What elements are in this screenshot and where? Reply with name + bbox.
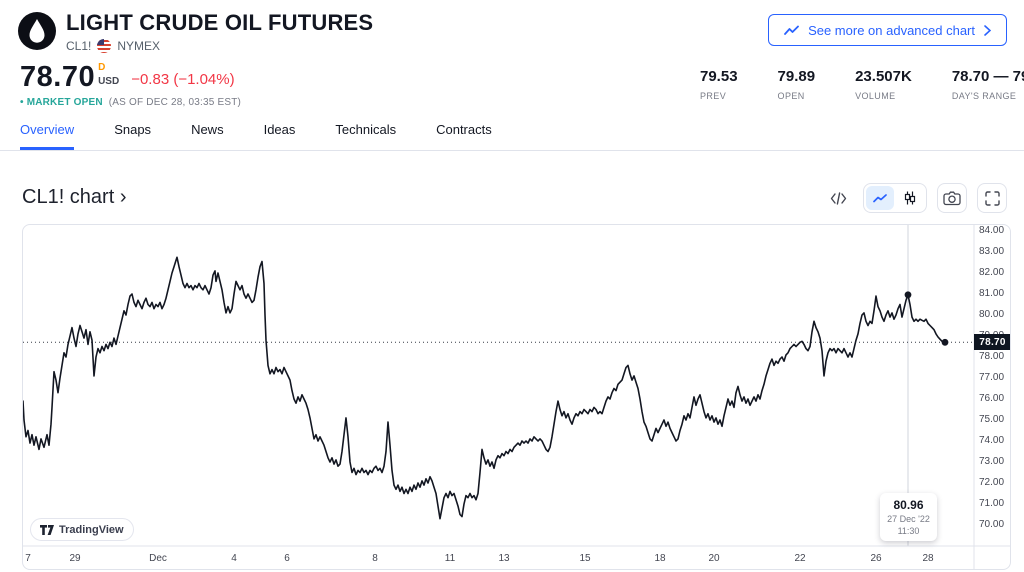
market-status: MARKET OPEN [26, 97, 103, 108]
watermark-label: TradingView [59, 523, 124, 536]
camera-icon [943, 191, 961, 206]
price-axis-label: 83.00 [979, 246, 1005, 257]
line-chart-icon [784, 25, 799, 36]
currency-label: USD [98, 76, 120, 87]
chart-toolbar [830, 183, 1007, 213]
stat-days-range: 78.70 — 79.92 DAY'S RANGE [952, 68, 1024, 101]
stats-row: 79.53 PREV 79.89 OPEN 23.507K VOLUME 78.… [700, 68, 1024, 101]
price-axis-label: 78.00 [979, 351, 1005, 362]
stat-label: PREV [700, 91, 727, 101]
chart-canvas[interactable] [23, 225, 1010, 569]
fullscreen-button[interactable] [977, 183, 1007, 213]
oil-drop-logo [18, 12, 56, 50]
tab-technicals[interactable]: Technicals [335, 122, 397, 137]
price-axis-label: 70.00 [979, 519, 1005, 530]
status-asof: (AS OF DEC 28, 03:35 EST) [108, 97, 242, 108]
price-axis-label: 71.00 [979, 498, 1005, 509]
stat-prev: 79.53 PREV [700, 68, 738, 101]
interval-badge[interactable]: D [98, 62, 106, 73]
quote-block: 78.70 D USD −0.83 (−1.04%) [20, 62, 235, 92]
time-axis-label: 7 [25, 553, 31, 564]
candlestick-icon [904, 191, 916, 205]
price-axis-label: 77.00 [979, 372, 1005, 383]
chart-type-switcher [863, 183, 927, 213]
time-axis-label: 18 [654, 553, 666, 564]
crosshair-point-dot [904, 291, 912, 299]
price-axis-label: 73.00 [979, 456, 1005, 467]
line-chart-toggle[interactable] [866, 186, 894, 210]
advanced-chart-button[interactable]: See more on advanced chart [768, 14, 1007, 46]
time-axis-label: 13 [498, 553, 510, 564]
advanced-chart-button-label: See more on advanced chart [808, 22, 975, 38]
candlestick-toggle[interactable] [896, 186, 924, 210]
tab-bar: Overview Snaps News Ideas Technicals Con… [0, 122, 1024, 151]
tab-overview[interactable]: Overview [20, 122, 75, 150]
stat-label: DAY'S RANGE [951, 91, 1017, 101]
time-axis-label: 28 [922, 553, 934, 564]
tooltip-date: 27 Dec '22 [887, 514, 930, 524]
line-chart-icon [873, 193, 887, 204]
fullscreen-icon [984, 190, 1000, 206]
time-axis-label: 22 [794, 553, 806, 564]
stat-label: OPEN [777, 91, 805, 101]
tab-news[interactable]: News [191, 122, 224, 137]
tab-ideas[interactable]: Ideas [263, 122, 296, 137]
time-axis-label: 26 [870, 553, 882, 564]
stat-value: 23.507K [855, 68, 912, 85]
price-axis-label: 76.00 [979, 393, 1005, 404]
market-status-row: • MARKET OPEN (AS OF DEC 28, 03:35 EST) [20, 97, 242, 108]
chart-section-title[interactable]: CL1! chart › [22, 186, 127, 208]
price-axis-label: 84.00 [979, 225, 1005, 236]
time-axis-label: 4 [231, 553, 237, 564]
price-series-line [23, 256, 946, 520]
stat-label: VOLUME [855, 91, 896, 101]
snapshot-button[interactable] [937, 183, 967, 213]
stat-value: 78.70 — 79.92 [951, 68, 1024, 85]
time-axis-label: 11 [444, 553, 456, 564]
price-axis-label: 74.00 [979, 435, 1005, 446]
time-axis-label: 29 [69, 553, 81, 564]
time-axis-label: Dec [149, 553, 167, 564]
stat-value: 79.89 [777, 68, 816, 85]
stat-open: 79.89 OPEN [778, 68, 816, 101]
price-axis-label: 82.00 [979, 267, 1005, 278]
stat-value: 79.53 [700, 68, 738, 85]
chevron-right-icon [984, 24, 991, 36]
symbol-row: CL1! NYMEX [66, 39, 160, 53]
symbol-label: CL1! [66, 39, 92, 53]
us-flag-icon [97, 39, 112, 53]
time-axis-label: 15 [579, 553, 591, 564]
price-axis-label: 75.00 [979, 414, 1005, 425]
tooltip-time: 11:30 [897, 526, 920, 536]
time-axis-label: 8 [372, 553, 378, 564]
price-change: −0.83 (−1.04%) [131, 71, 235, 88]
stat-volume: 23.507K VOLUME [855, 68, 912, 101]
time-axis-label: 6 [284, 553, 290, 564]
last-point-dot [941, 338, 949, 346]
price-axis-label: 72.00 [979, 477, 1005, 488]
price-axis-label: 81.00 [979, 288, 1005, 299]
tradingview-logo-icon [40, 524, 54, 535]
last-price: 78.70 [20, 61, 96, 93]
price-axis-label: 80.00 [979, 309, 1005, 320]
time-axis-label: 20 [708, 553, 720, 564]
exchange-label: NYMEX [117, 39, 161, 53]
tab-contracts[interactable]: Contracts [436, 122, 492, 137]
tab-snaps[interactable]: Snaps [114, 122, 152, 137]
last-price-axis-badge: 78.70 [974, 334, 1010, 350]
page-title: LIGHT CRUDE OIL FUTURES [66, 10, 374, 35]
tradingview-watermark[interactable]: TradingView [30, 518, 134, 541]
crosshair-tooltip: 80.96 27 Dec '22 11:30 [880, 493, 937, 541]
tooltip-price: 80.96 [893, 498, 924, 512]
code-embed-icon[interactable] [830, 191, 847, 205]
price-chart-panel[interactable]: 84.0083.0082.0081.0080.0079.0078.0077.00… [22, 224, 1011, 570]
